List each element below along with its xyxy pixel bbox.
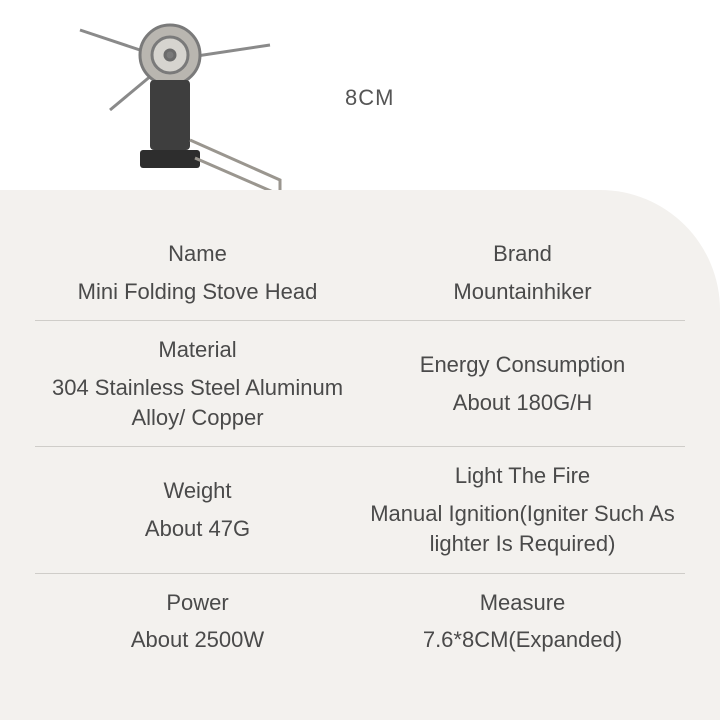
spec-row: Weight About 47G Light The Fire Manual I… (35, 447, 685, 573)
spec-row: Power About 2500W Measure 7.6*8CM(Expand… (35, 574, 685, 669)
spec-cell-name: Name Mini Folding Stove Head (35, 239, 360, 306)
spec-value: Manual Ignition(Igniter Such As lighter … (366, 499, 679, 558)
spec-label: Energy Consumption (420, 350, 625, 380)
spec-cell-measure: Measure 7.6*8CM(Expanded) (360, 588, 685, 655)
spec-value: About 47G (145, 514, 250, 544)
dimension-label: 8CM (345, 85, 394, 111)
spec-row: Material 304 Stainless Steel Aluminum Al… (35, 321, 685, 447)
spec-value: 304 Stainless Steel Aluminum Alloy/ Copp… (41, 373, 354, 432)
spec-value: Mountainhiker (453, 277, 591, 307)
spec-label: Weight (163, 476, 231, 506)
product-image (20, 0, 320, 210)
spec-cell-material: Material 304 Stainless Steel Aluminum Al… (35, 335, 360, 432)
spec-value: Mini Folding Stove Head (78, 277, 318, 307)
spec-cell-fire: Light The Fire Manual Ignition(Igniter S… (360, 461, 685, 558)
spec-cell-weight: Weight About 47G (35, 461, 360, 558)
spec-label: Brand (493, 239, 552, 269)
spec-panel: Name Mini Folding Stove Head Brand Mount… (0, 190, 720, 720)
spec-label: Name (168, 239, 227, 269)
spec-label: Measure (480, 588, 566, 618)
spec-value: 7.6*8CM(Expanded) (423, 625, 622, 655)
spec-value: About 2500W (131, 625, 264, 655)
spec-label: Material (158, 335, 236, 365)
spec-value: About 180G/H (453, 388, 592, 418)
spec-label: Power (166, 588, 228, 618)
spec-cell-energy: Energy Consumption About 180G/H (360, 335, 685, 432)
spec-cell-brand: Brand Mountainhiker (360, 239, 685, 306)
spec-cell-power: Power About 2500W (35, 588, 360, 655)
spec-row: Name Mini Folding Stove Head Brand Mount… (35, 225, 685, 321)
spec-label: Light The Fire (455, 461, 590, 491)
